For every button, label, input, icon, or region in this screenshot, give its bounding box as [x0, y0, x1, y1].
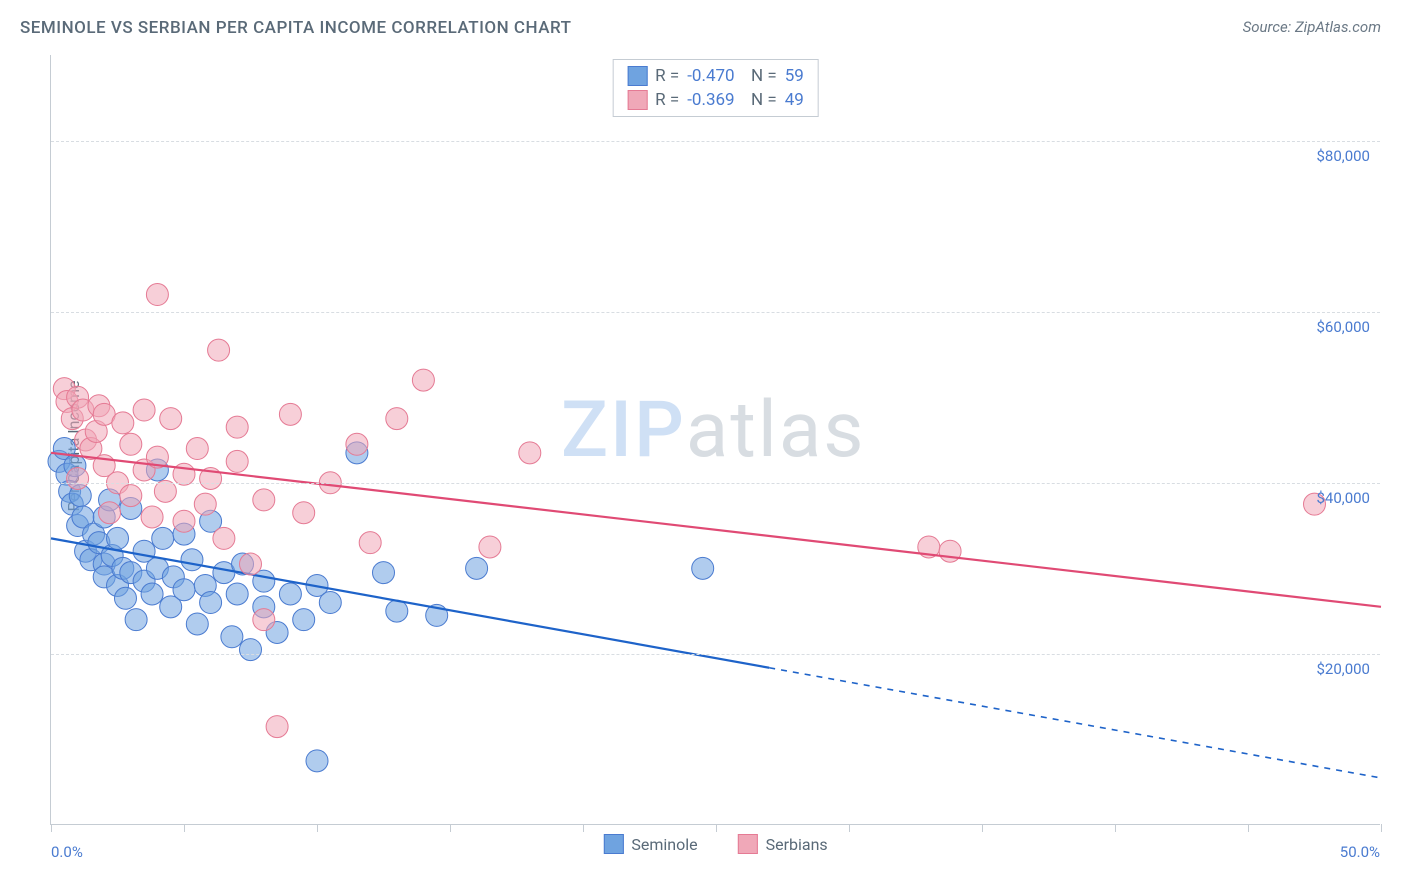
y-tick-label: $60,000 [1316, 318, 1370, 336]
data-point [266, 716, 288, 738]
legend-row-seminole: R = -0.470 N = 59 [627, 66, 804, 86]
data-point [208, 339, 230, 361]
legend-label-seminole: Seminole [631, 835, 697, 854]
r-value-serbians: -0.369 [687, 90, 734, 110]
data-point [125, 609, 147, 631]
trend-line [51, 453, 1381, 607]
data-point [279, 403, 301, 425]
data-point [186, 613, 208, 635]
plot-area: ZIPatlas R = -0.470 N = 59 R = -0.369 N … [50, 55, 1380, 825]
data-point [120, 485, 142, 507]
x-tick [1248, 824, 1249, 832]
source-label: Source: ZipAtlas.com [1243, 18, 1381, 36]
r-label: R = [655, 90, 679, 110]
legend-row-serbians: R = -0.369 N = 49 [627, 90, 804, 110]
x-tick [982, 824, 983, 832]
data-point [306, 750, 328, 772]
data-point [99, 502, 121, 524]
data-point [279, 583, 301, 605]
data-point [226, 450, 248, 472]
data-point [386, 600, 408, 622]
data-point [466, 557, 488, 579]
r-label: R = [655, 66, 679, 86]
x-tick-label: 0.0% [51, 843, 83, 861]
swatch-serbians-bottom [738, 834, 758, 854]
data-point [146, 284, 168, 306]
data-point [221, 626, 243, 648]
data-point [226, 416, 248, 438]
data-point [692, 557, 714, 579]
data-point [107, 527, 129, 549]
data-point [359, 532, 381, 554]
chart-title: SEMINOLE VS SERBIAN PER CAPITA INCOME CO… [20, 18, 571, 38]
data-point [213, 527, 235, 549]
r-value-seminole: -0.470 [687, 66, 734, 86]
data-point [160, 408, 182, 430]
data-point [133, 399, 155, 421]
data-point [114, 587, 136, 609]
data-point [226, 583, 248, 605]
data-point [293, 502, 315, 524]
data-point [181, 549, 203, 571]
grid-line [51, 312, 1380, 313]
x-tick [184, 824, 185, 832]
x-tick [716, 824, 717, 832]
grid-line [51, 483, 1380, 484]
chart-svg [51, 55, 1380, 824]
legend-item-seminole: Seminole [603, 834, 697, 854]
x-tick-label: 50.0% [1340, 843, 1380, 861]
x-tick [1381, 824, 1382, 832]
data-point [240, 639, 262, 661]
swatch-seminole [627, 66, 647, 86]
legend-item-serbians: Serbians [738, 834, 828, 854]
trend-line-dashed [769, 668, 1381, 778]
n-value-seminole: 59 [785, 66, 804, 86]
data-point [200, 592, 222, 614]
y-tick-label: $20,000 [1316, 660, 1370, 678]
swatch-serbians [627, 90, 647, 110]
x-tick [317, 824, 318, 832]
data-point [479, 536, 501, 558]
n-value-serbians: 49 [785, 90, 804, 110]
data-point [186, 438, 208, 460]
x-tick [849, 824, 850, 832]
data-point [386, 408, 408, 430]
data-point [412, 369, 434, 391]
grid-line [51, 141, 1380, 142]
data-point [152, 527, 174, 549]
data-point [120, 433, 142, 455]
data-point [173, 579, 195, 601]
y-tick-label: $40,000 [1316, 489, 1370, 507]
grid-line [51, 654, 1380, 655]
data-point [253, 609, 275, 631]
data-point [194, 493, 216, 515]
x-tick [51, 824, 52, 832]
data-point [112, 412, 134, 434]
data-point [141, 583, 163, 605]
swatch-seminole-bottom [603, 834, 623, 854]
data-point [519, 442, 541, 464]
data-point [173, 510, 195, 532]
n-label: N = [743, 66, 777, 86]
data-point [346, 433, 368, 455]
data-point [293, 609, 315, 631]
data-point [319, 592, 341, 614]
data-point [373, 562, 395, 584]
series-legend: Seminole Serbians [603, 834, 827, 854]
x-tick [1115, 824, 1116, 832]
y-tick-label: $80,000 [1316, 147, 1370, 165]
x-tick [583, 824, 584, 832]
data-point [141, 506, 163, 528]
data-point [240, 553, 262, 575]
x-tick [450, 824, 451, 832]
data-point [67, 468, 89, 490]
data-point [253, 489, 275, 511]
correlation-legend: R = -0.470 N = 59 R = -0.369 N = 49 [612, 59, 819, 117]
legend-label-serbians: Serbians [766, 835, 828, 854]
n-label: N = [743, 90, 777, 110]
